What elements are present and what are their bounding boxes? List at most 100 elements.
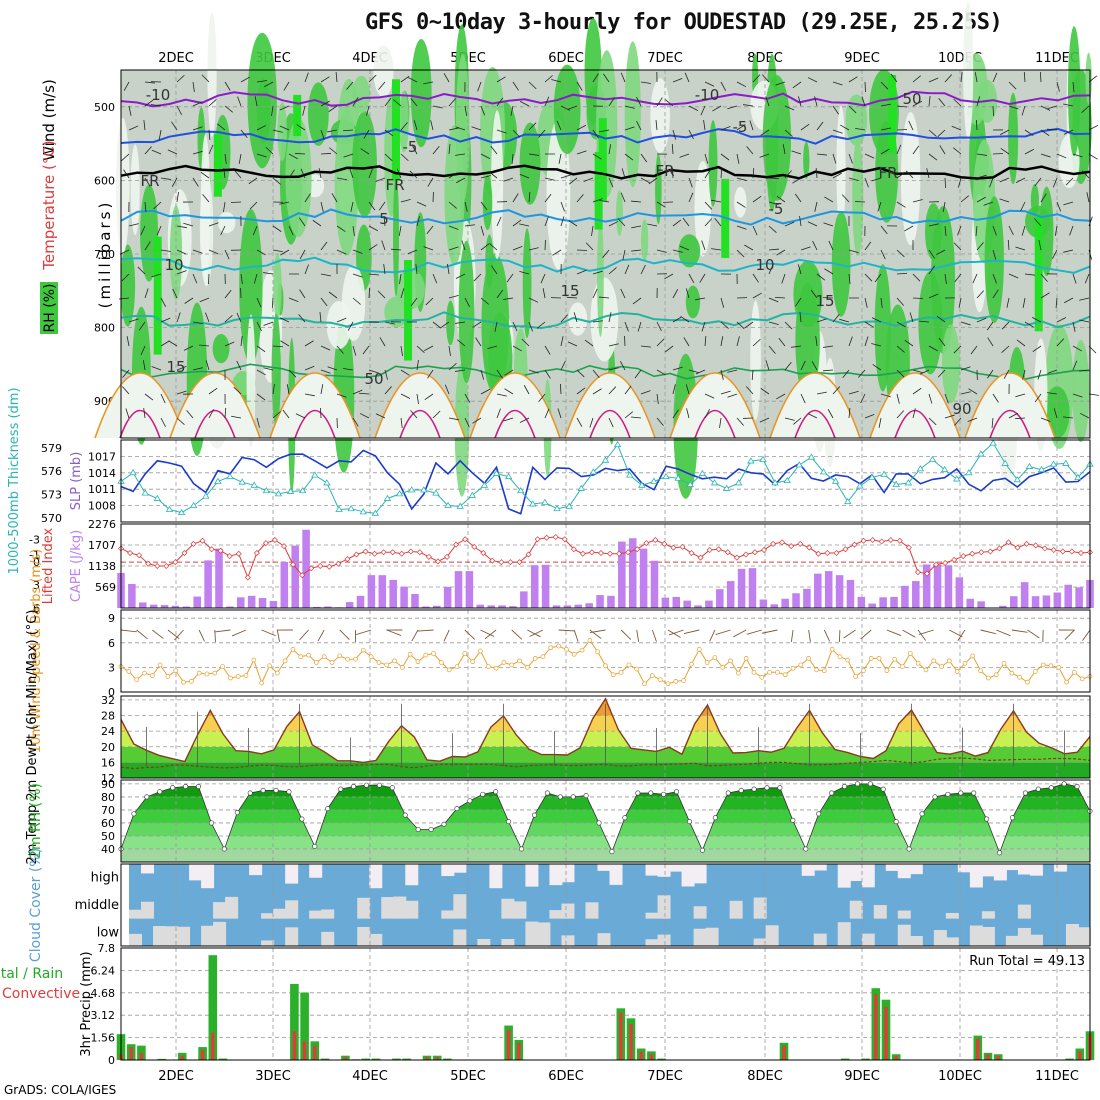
wind-barb xyxy=(343,368,354,371)
wind-barb xyxy=(432,410,441,419)
cape-bar xyxy=(1064,584,1072,608)
wind-barb xyxy=(214,629,231,633)
wind-barb xyxy=(1072,393,1083,398)
wind-barb xyxy=(220,225,226,236)
wind-speed-marker xyxy=(1025,679,1030,685)
contour-label: FR xyxy=(140,172,159,190)
wind-barb xyxy=(807,413,818,419)
cloud-cell xyxy=(477,938,491,946)
li-marker xyxy=(987,548,994,555)
wind-barb xyxy=(1011,629,1028,633)
wind-barb xyxy=(511,153,514,164)
contour-label: 15 xyxy=(166,358,185,376)
wind-speed-marker xyxy=(532,656,538,661)
li-marker xyxy=(860,537,867,544)
wind-barb xyxy=(685,288,690,299)
cloud-cell xyxy=(561,935,575,946)
wind-barb xyxy=(464,105,468,116)
wind-barb xyxy=(746,146,754,155)
cloud-cell xyxy=(645,864,659,876)
wind-barb xyxy=(368,369,379,374)
precip-conv-bar xyxy=(506,1029,511,1060)
rh-blob xyxy=(594,151,603,230)
wind-barb xyxy=(413,120,418,131)
cloud-cell xyxy=(1005,864,1019,871)
wind-barb xyxy=(331,193,338,203)
wind-barb xyxy=(957,225,962,236)
wind-speed-marker xyxy=(173,668,179,674)
cloud-cell xyxy=(1053,864,1067,872)
wind-barb xyxy=(685,384,690,395)
wind-barb xyxy=(860,393,866,404)
li-marker xyxy=(552,533,559,540)
wind-barb xyxy=(544,193,552,203)
li-marker xyxy=(607,550,614,557)
thickness-marker xyxy=(650,477,658,484)
li-marker xyxy=(326,563,333,570)
wind-barb xyxy=(711,199,722,203)
wind-barb xyxy=(672,288,679,299)
wind-barb xyxy=(656,393,659,404)
wind-speed-marker xyxy=(1048,663,1054,669)
cape-bar xyxy=(824,571,833,608)
wind-speed-marker xyxy=(290,647,296,652)
wind-barb xyxy=(744,244,754,251)
wind-speed-marker xyxy=(220,664,225,669)
thickness-marker xyxy=(359,508,367,515)
wind-speed-marker xyxy=(907,651,913,656)
wind-barb xyxy=(279,105,290,111)
wind-barb xyxy=(864,321,874,328)
li-marker xyxy=(208,546,215,553)
wind-barb xyxy=(153,201,162,210)
cloud-cell xyxy=(501,939,515,946)
cloud-cell xyxy=(585,902,599,919)
rh-blob xyxy=(199,172,214,287)
wind-barb xyxy=(928,265,935,275)
li-marker xyxy=(751,549,758,556)
wind-barb xyxy=(544,369,551,379)
rh-line xyxy=(120,783,1091,855)
cloud-cell xyxy=(453,864,467,873)
wind-speed-marker xyxy=(431,651,436,656)
cloud-cell xyxy=(1065,923,1079,946)
rh-blob xyxy=(1030,184,1039,216)
cloud-cell xyxy=(765,925,779,946)
wind-barb xyxy=(864,336,869,347)
cape-bar xyxy=(454,571,463,608)
rh-marker xyxy=(415,826,421,832)
wind-barb xyxy=(304,365,315,371)
li-marker xyxy=(317,563,324,569)
wind-barb xyxy=(480,201,488,211)
wind-barb xyxy=(989,177,994,188)
rh-blob xyxy=(393,175,400,297)
wind-barb xyxy=(688,177,693,188)
wind-barb xyxy=(816,273,826,281)
precip-conv-bar xyxy=(629,1024,633,1060)
wind-barb xyxy=(686,408,690,419)
cape-bar xyxy=(422,606,430,608)
rh-blob xyxy=(685,285,701,319)
li-marker xyxy=(453,541,460,548)
wind-barb xyxy=(608,177,614,188)
wind-speed-marker xyxy=(665,681,671,687)
wind-barb xyxy=(300,168,306,179)
li-marker xyxy=(425,553,432,560)
wind-barb xyxy=(938,98,946,107)
wind-barb xyxy=(727,105,738,110)
wind-barb xyxy=(987,369,994,379)
cloud-cell xyxy=(249,864,263,876)
cloud-cell xyxy=(453,894,467,919)
thickness-marker xyxy=(795,461,804,468)
wind-barb xyxy=(976,290,985,299)
wind-barb xyxy=(432,321,442,329)
wind-barb xyxy=(720,153,730,161)
wind-speed-marker xyxy=(1032,669,1038,674)
wind-barb xyxy=(992,393,999,403)
wind-barb xyxy=(790,629,794,642)
cloud-cell xyxy=(729,900,743,919)
wind-barb xyxy=(352,97,359,107)
wind-barb xyxy=(928,345,938,352)
wind-speed-marker xyxy=(814,667,819,673)
li-marker xyxy=(1050,546,1057,553)
wind-barb xyxy=(358,392,370,395)
